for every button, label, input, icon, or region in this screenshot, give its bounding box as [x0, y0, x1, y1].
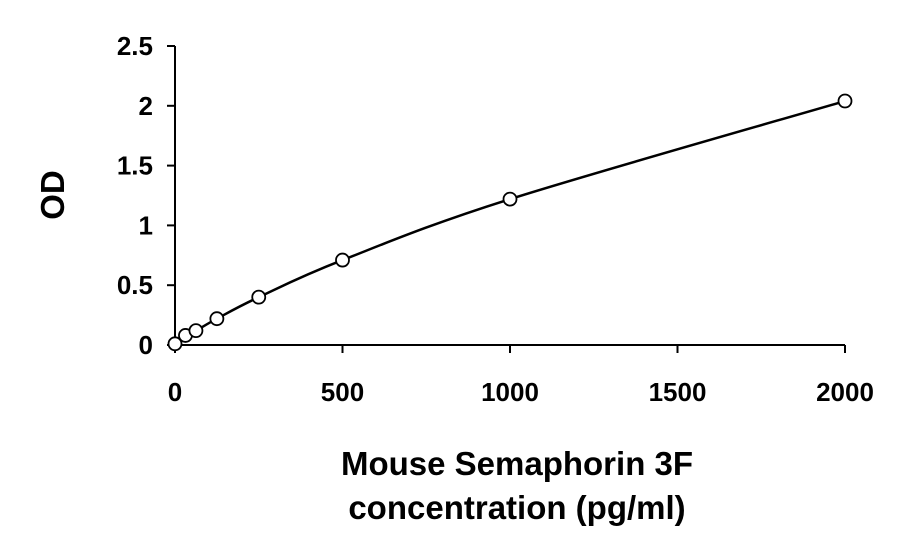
- data-point: [209, 311, 225, 327]
- tick-labels: 0 0.5 1 1.5 2 2.5 0 500 1000 1500 2000: [117, 31, 874, 407]
- data-point: [502, 191, 518, 207]
- y-tick-label: 2: [139, 91, 153, 121]
- x-axis-label-line-1: Mouse Semaphorin 3F: [341, 445, 693, 482]
- y-tick-label: 0: [139, 330, 153, 360]
- axes: [167, 45, 846, 353]
- x-axis-label-line-2: concentration (pg/ml): [348, 489, 685, 526]
- x-tick-label: 2000: [816, 377, 874, 407]
- fit-curve-group: [174, 99, 846, 345]
- y-tick-label: 1: [139, 210, 153, 240]
- data-points: [167, 93, 853, 352]
- data-point: [167, 336, 183, 352]
- fit-curve-line: [174, 99, 846, 345]
- y-tick-label: 0.5: [117, 270, 153, 300]
- data-point: [837, 93, 853, 109]
- x-tick-label: 1000: [481, 377, 539, 407]
- x-tick-label: 500: [321, 377, 364, 407]
- y-tick-label: 2.5: [117, 31, 153, 61]
- data-point: [188, 323, 204, 339]
- data-point: [251, 289, 267, 305]
- y-tick-label: 1.5: [117, 151, 153, 181]
- x-tick-label: 0: [168, 377, 182, 407]
- y-axis-label: OD: [34, 170, 71, 220]
- data-point: [335, 252, 350, 268]
- x-tick-label: 1500: [649, 377, 707, 407]
